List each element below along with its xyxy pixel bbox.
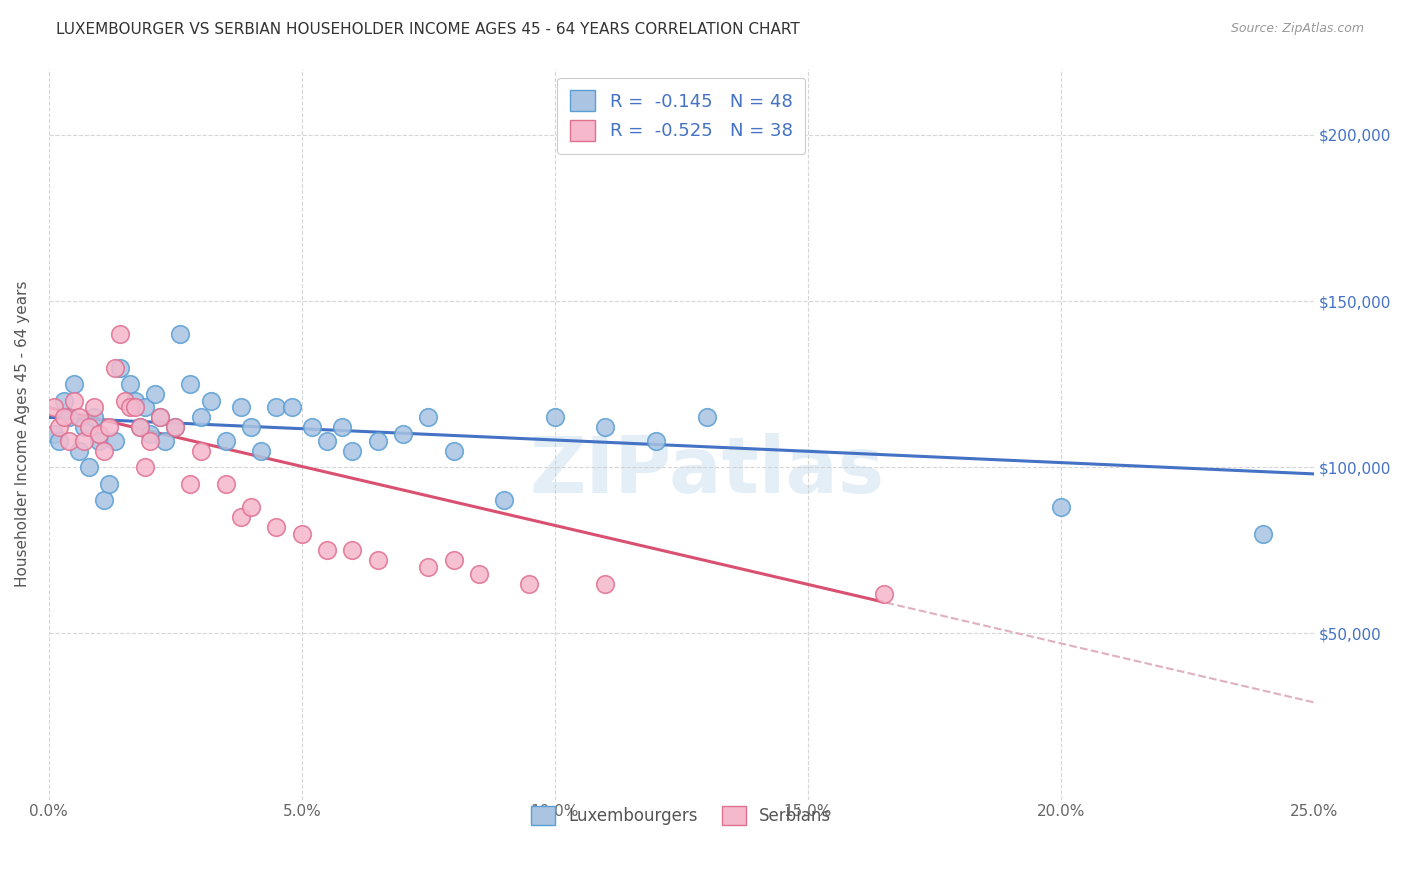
Y-axis label: Householder Income Ages 45 - 64 years: Householder Income Ages 45 - 64 years — [15, 281, 30, 587]
Point — [63, 393, 86, 408]
Point — [77, 420, 100, 434]
Point — [103, 360, 125, 375]
Point — [128, 420, 150, 434]
Point — [443, 443, 465, 458]
Point — [392, 427, 415, 442]
Point — [266, 401, 288, 415]
Point — [134, 401, 156, 415]
Point — [595, 420, 617, 434]
Point — [468, 566, 491, 581]
Point — [367, 553, 389, 567]
Point — [215, 476, 238, 491]
Point — [1049, 500, 1071, 515]
Point — [118, 377, 141, 392]
Point — [330, 420, 353, 434]
Point — [108, 327, 131, 342]
Point — [215, 434, 238, 448]
Point — [872, 586, 894, 600]
Point — [153, 434, 176, 448]
Point — [291, 526, 314, 541]
Point — [165, 420, 187, 434]
Point — [48, 434, 70, 448]
Point — [42, 401, 65, 415]
Point — [149, 410, 172, 425]
Point — [179, 476, 201, 491]
Point — [169, 327, 191, 342]
Point — [595, 576, 617, 591]
Point — [342, 443, 364, 458]
Point — [103, 434, 125, 448]
Point — [89, 427, 111, 442]
Legend: Luxembourgers, Serbians: Luxembourgers, Serbians — [522, 796, 841, 835]
Point — [93, 443, 115, 458]
Point — [544, 410, 567, 425]
Point — [165, 420, 187, 434]
Point — [266, 520, 288, 534]
Point — [696, 410, 718, 425]
Point — [108, 360, 131, 375]
Point — [645, 434, 668, 448]
Point — [240, 420, 263, 434]
Point — [139, 427, 162, 442]
Point — [63, 377, 86, 392]
Point — [443, 553, 465, 567]
Point — [316, 543, 339, 558]
Point — [73, 434, 96, 448]
Point — [67, 443, 90, 458]
Point — [83, 401, 105, 415]
Point — [134, 460, 156, 475]
Point — [52, 410, 75, 425]
Point — [42, 427, 65, 442]
Point — [77, 460, 100, 475]
Point — [494, 493, 516, 508]
Point — [418, 410, 440, 425]
Point — [250, 443, 273, 458]
Point — [93, 493, 115, 508]
Point — [179, 377, 201, 392]
Point — [229, 510, 252, 524]
Point — [190, 443, 212, 458]
Point — [83, 410, 105, 425]
Point — [240, 500, 263, 515]
Point — [342, 543, 364, 558]
Point — [98, 476, 121, 491]
Point — [98, 420, 121, 434]
Point — [519, 576, 541, 591]
Point — [73, 420, 96, 434]
Point — [301, 420, 323, 434]
Point — [67, 410, 90, 425]
Point — [418, 560, 440, 574]
Text: ZIPatlas: ZIPatlas — [529, 433, 884, 508]
Point — [1251, 526, 1274, 541]
Point — [124, 393, 146, 408]
Point — [52, 393, 75, 408]
Point — [48, 420, 70, 434]
Point — [58, 434, 80, 448]
Point — [316, 434, 339, 448]
Point — [89, 434, 111, 448]
Point — [280, 401, 302, 415]
Point — [367, 434, 389, 448]
Text: Source: ZipAtlas.com: Source: ZipAtlas.com — [1230, 22, 1364, 36]
Point — [200, 393, 222, 408]
Point — [229, 401, 252, 415]
Point — [149, 410, 172, 425]
Text: LUXEMBOURGER VS SERBIAN HOUSEHOLDER INCOME AGES 45 - 64 YEARS CORRELATION CHART: LUXEMBOURGER VS SERBIAN HOUSEHOLDER INCO… — [56, 22, 800, 37]
Point — [114, 393, 136, 408]
Point — [118, 401, 141, 415]
Point — [139, 434, 162, 448]
Point — [190, 410, 212, 425]
Point — [143, 387, 166, 401]
Point — [124, 401, 146, 415]
Point — [128, 420, 150, 434]
Point — [58, 410, 80, 425]
